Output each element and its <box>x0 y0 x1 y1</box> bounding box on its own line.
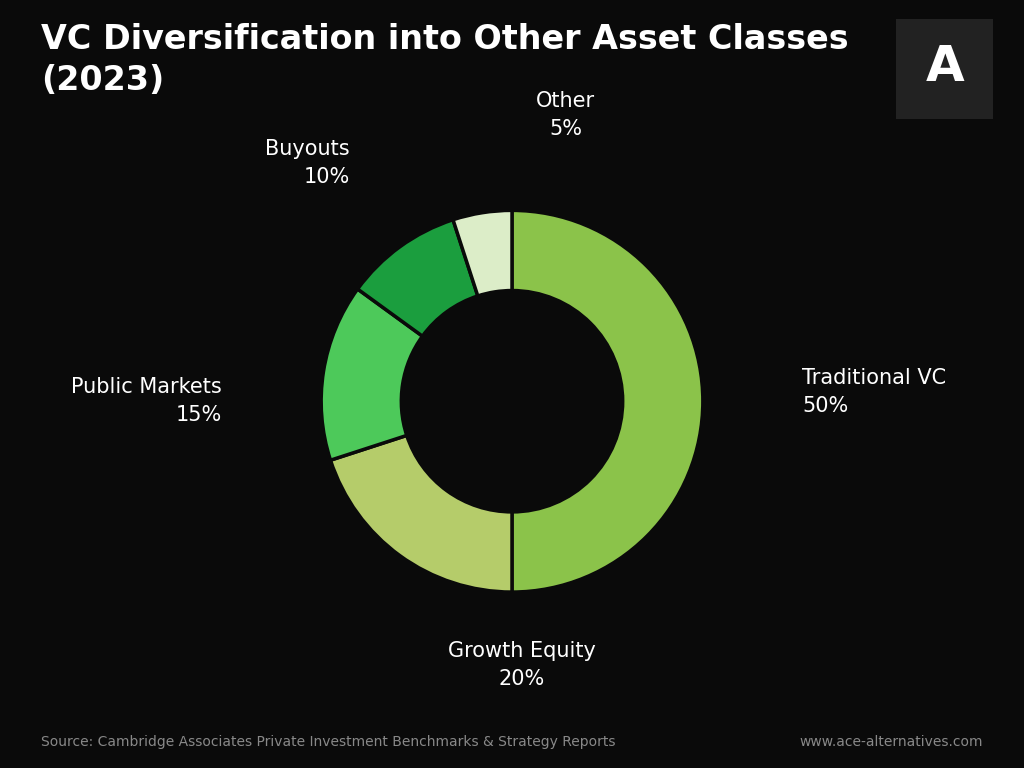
Text: www.ace-alternatives.com: www.ace-alternatives.com <box>800 735 983 749</box>
Text: Other
5%: Other 5% <box>536 91 595 139</box>
Text: Buyouts
10%: Buyouts 10% <box>265 139 350 187</box>
Text: A: A <box>926 43 964 91</box>
Text: Public Markets
15%: Public Markets 15% <box>72 377 222 425</box>
Text: VC Diversification into Other Asset Classes
(2023): VC Diversification into Other Asset Clas… <box>41 23 849 97</box>
Wedge shape <box>453 210 512 296</box>
Text: Growth Equity
20%: Growth Equity 20% <box>447 641 596 689</box>
FancyBboxPatch shape <box>891 15 998 124</box>
Wedge shape <box>512 210 702 592</box>
Wedge shape <box>322 289 423 460</box>
Text: Traditional VC
50%: Traditional VC 50% <box>802 368 946 415</box>
Wedge shape <box>357 220 478 336</box>
Text: Source: Cambridge Associates Private Investment Benchmarks & Strategy Reports: Source: Cambridge Associates Private Inv… <box>41 735 615 749</box>
Wedge shape <box>331 435 512 592</box>
